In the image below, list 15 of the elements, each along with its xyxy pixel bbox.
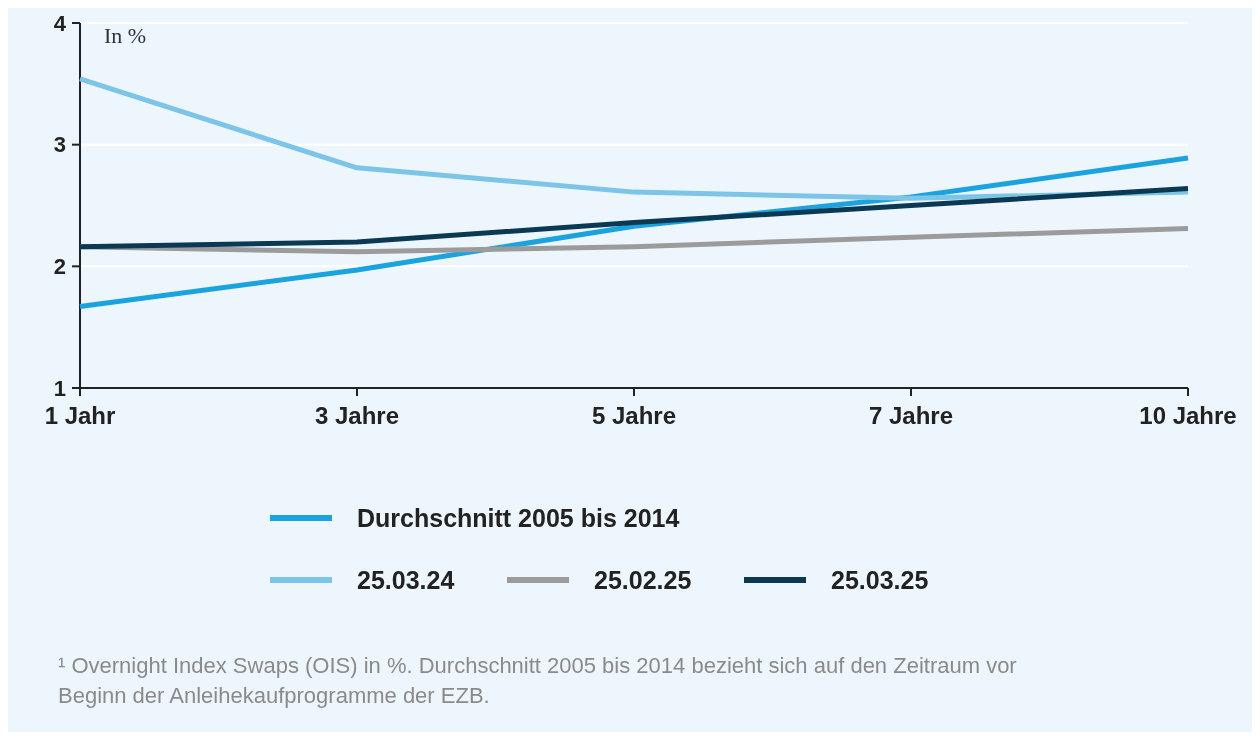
legend-label: 25.03.25 [831, 565, 929, 594]
x-tick-label: 1 Jahr [44, 402, 116, 429]
legend-label: Durchschnitt 2005 bis 2014 [357, 503, 680, 532]
y-tick-label: 4 [53, 10, 67, 36]
text: ¹ Overnight Index Swaps (OIS) in %. Durchschnitt 2005 bis 2014 bezieht sich auf den Zeitraum vor Beginn der Anleihekaufprogramme der EZB. [58, 653, 1017, 708]
x-tick-label: 5 Jahre [591, 402, 677, 429]
legend-label: 25.03.24 [357, 565, 455, 594]
legend-label: 25.02.25 [594, 565, 692, 594]
y-tick-label: 1 [53, 375, 66, 401]
y-tick-label: 3 [53, 132, 66, 158]
y-tick-label: 2 [53, 254, 66, 280]
x-tick-label: 10 Jahre [1139, 402, 1237, 429]
x-tick-label: 3 Jahre [314, 402, 400, 429]
x-tick-label: 7 Jahre [868, 402, 954, 429]
y-axis-title: In % [104, 22, 147, 48]
